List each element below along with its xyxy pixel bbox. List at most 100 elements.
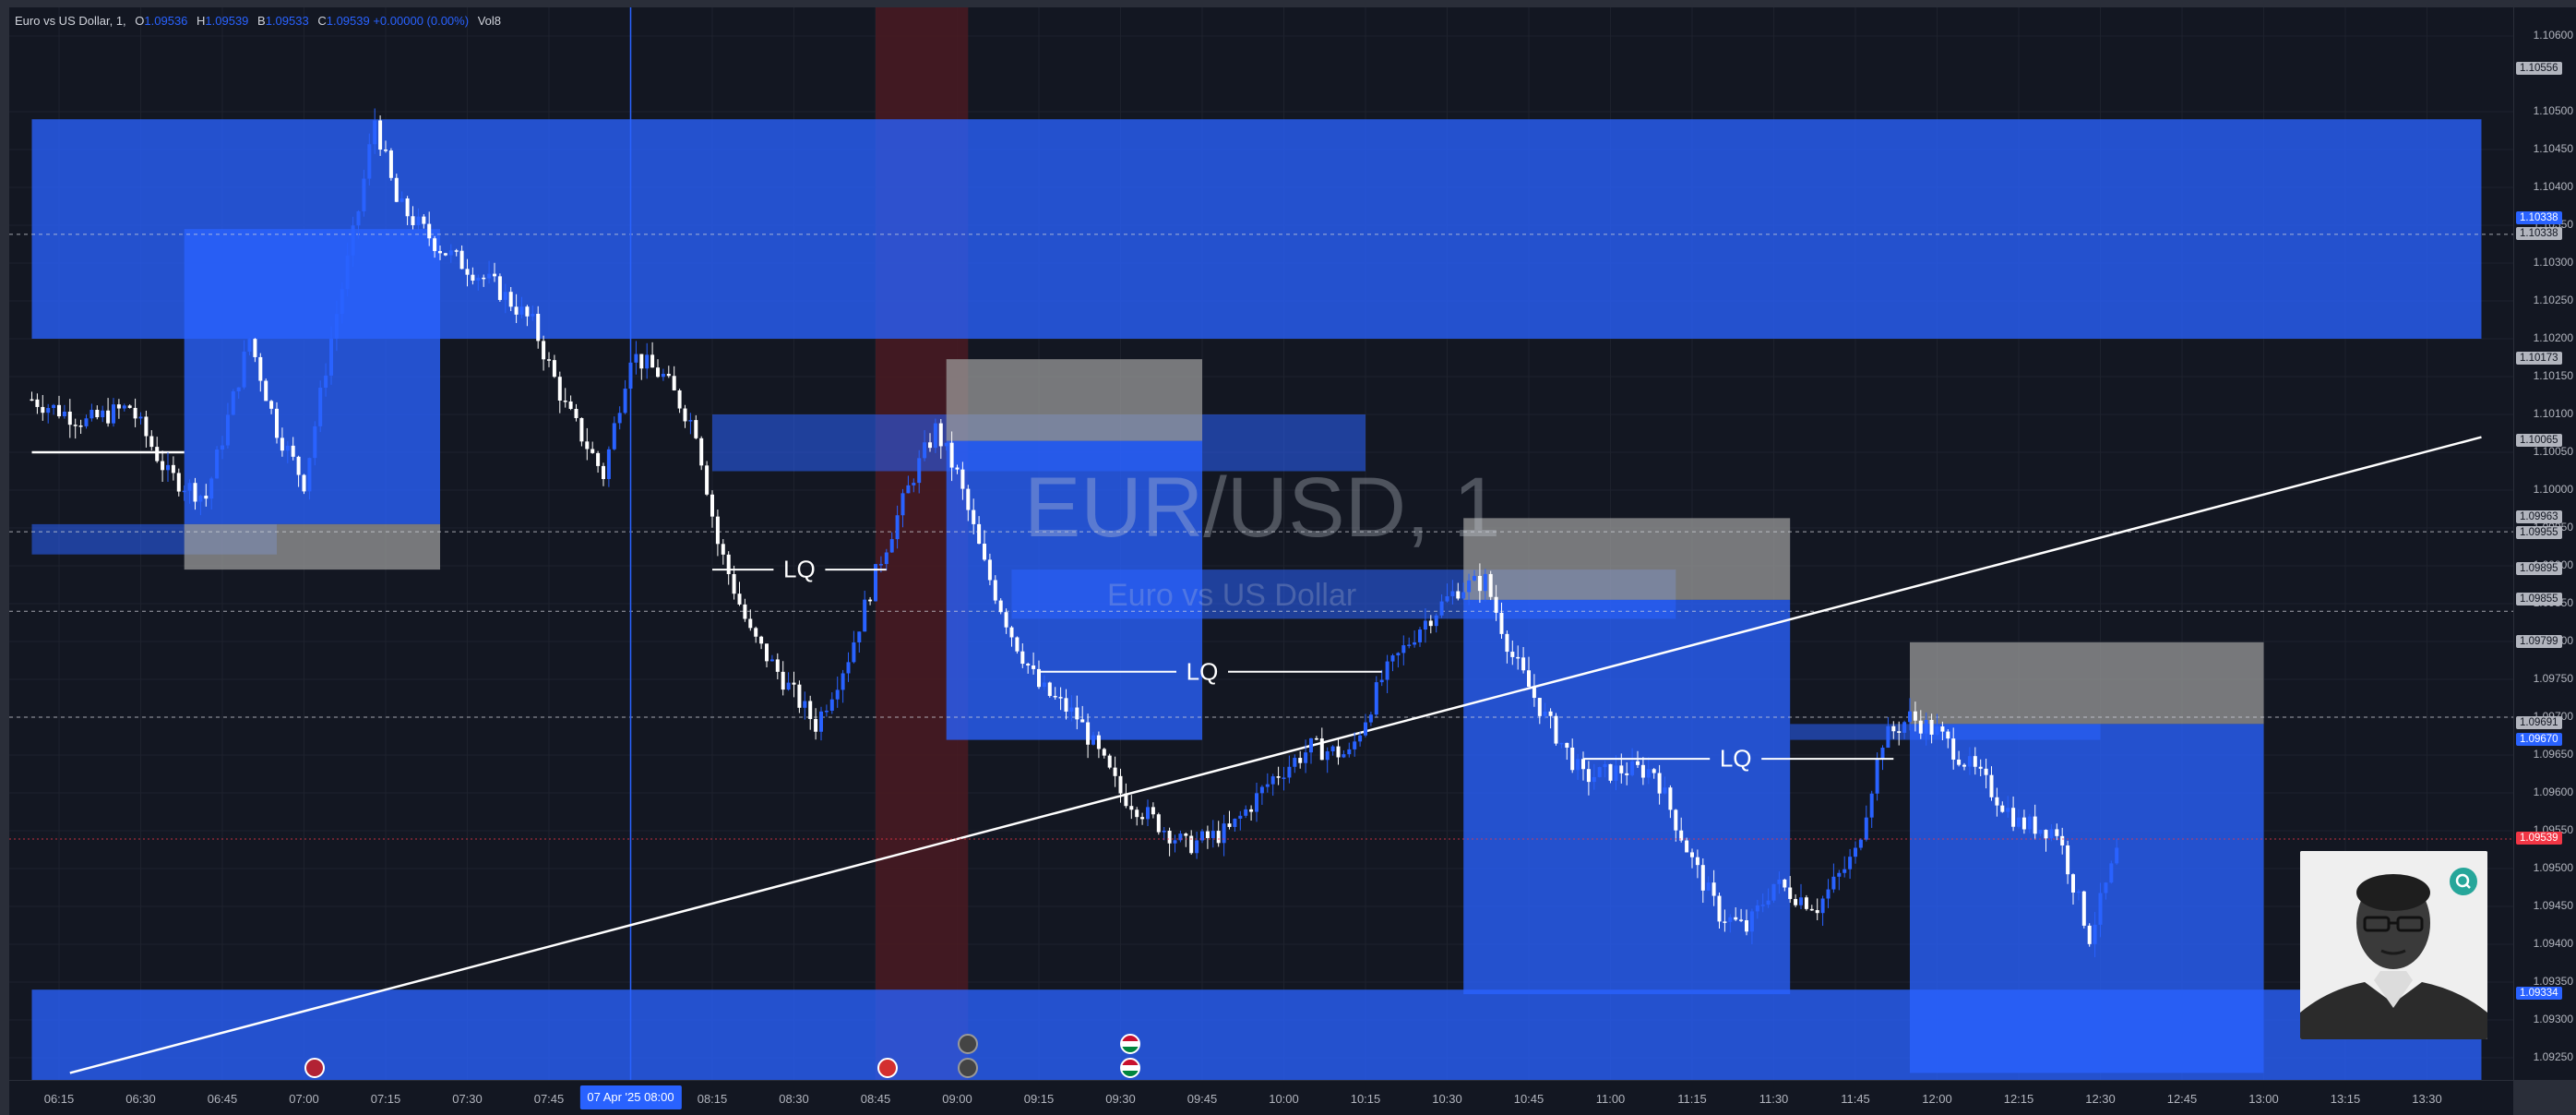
candle-body (852, 642, 856, 663)
time-tick-label: 07:30 (452, 1092, 483, 1106)
price-tick-label: 1.10250 (2533, 294, 2573, 306)
candle-body (1777, 879, 1782, 884)
candle-body (645, 354, 650, 369)
candle-body (1848, 857, 1853, 869)
candle-body (1342, 754, 1346, 758)
candle-body (1118, 775, 1123, 794)
price-tag: 1.09855 (2516, 592, 2562, 605)
candle-body (1096, 735, 1101, 749)
candle-body (1957, 759, 1962, 765)
time-tick-label: 13:15 (2330, 1092, 2361, 1106)
plot-area[interactable]: EUR/USD, 1 Euro vs US Dollar LQ LQ LQ (9, 7, 2513, 1080)
candle-body (1488, 573, 1493, 597)
event-flag-icon[interactable] (304, 1058, 325, 1078)
candle-body (1918, 720, 1923, 734)
candle-body (1091, 735, 1095, 745)
candle-body (1794, 898, 1798, 905)
candle-body (476, 277, 481, 282)
candle-body (628, 362, 633, 390)
candle-body (144, 416, 149, 437)
time-tick-label: 09:15 (1023, 1092, 1055, 1106)
price-tag: 1.09895 (2516, 562, 2562, 576)
candle-body (1146, 807, 1150, 820)
price-tag: 1.10338 (2516, 211, 2562, 225)
candle-body (1809, 908, 1814, 911)
event-flag-icon[interactable] (1120, 1058, 1140, 1078)
time-tick-label: 09:00 (942, 1092, 972, 1106)
candle-body (2115, 847, 2119, 864)
candle-body (318, 387, 323, 426)
candle-body (149, 436, 154, 448)
candle-body (1826, 889, 1831, 899)
candle-body (2060, 835, 2065, 845)
price-tag: 1.10065 (2516, 433, 2562, 447)
candle-body (715, 516, 720, 545)
candle-body (955, 467, 960, 470)
candle-body (835, 689, 840, 700)
candle-body (1428, 620, 1433, 627)
candle-body (373, 120, 377, 145)
candle-body (2033, 816, 2037, 834)
candle-body (808, 701, 813, 719)
candle-body (1293, 758, 1297, 767)
candle-body (155, 447, 160, 462)
price-axis[interactable]: 1.106001.105001.104501.104001.103501.103… (2513, 7, 2576, 1080)
candle-body (536, 314, 541, 342)
candle-body (1804, 897, 1808, 909)
candle-body (612, 423, 616, 450)
candle-body (1249, 809, 1254, 812)
time-tick-label: 10:30 (1432, 1092, 1462, 1106)
candle-body (1037, 668, 1041, 688)
price-tag: 1.09799 (2516, 634, 2562, 648)
candle-body (1636, 761, 1640, 765)
candle-body (977, 523, 982, 545)
legend-high-label: H (197, 14, 206, 28)
time-tick-label: 09:45 (1187, 1092, 1218, 1106)
candle-body (285, 445, 290, 451)
candle-body (966, 488, 971, 510)
candle-body (166, 464, 170, 471)
search-icon[interactable] (2450, 868, 2477, 895)
candle-body (1929, 719, 1934, 735)
candle-body (57, 404, 61, 416)
candle-body (563, 400, 567, 402)
event-flag-icon[interactable] (1120, 1034, 1140, 1054)
candle-body (508, 292, 513, 307)
candle-body (1854, 847, 1857, 857)
candle-body (938, 423, 943, 447)
candle-body (1657, 773, 1662, 794)
event-flag-icon[interactable] (958, 1058, 978, 1078)
chart-canvas[interactable] (9, 7, 2513, 1080)
candle-body (62, 411, 66, 416)
candle-body (2093, 924, 2097, 944)
event-flag-icon[interactable] (877, 1058, 898, 1078)
candle-body (482, 277, 486, 280)
candle-body (874, 564, 877, 602)
candle-body (1603, 763, 1607, 768)
candle-body (1640, 764, 1645, 778)
candle-body (497, 276, 502, 300)
candle-body (1314, 737, 1318, 740)
candle-body (1064, 698, 1068, 712)
candle-body (759, 636, 764, 644)
candle-body (1559, 742, 1564, 745)
candle-body (1711, 882, 1716, 896)
candle-body (1461, 592, 1466, 599)
zone-order_block-grey (184, 523, 440, 570)
candle-body (781, 671, 785, 690)
candle-body (127, 405, 132, 408)
candle-body (84, 418, 89, 426)
candle-body (112, 404, 115, 424)
legend-close-value: 1.09539 +0.00000 (0.00%) (326, 14, 470, 28)
candle-body (677, 390, 682, 409)
zone-order_block-blue (1910, 724, 2264, 1073)
candle-body (1608, 763, 1613, 781)
candle-body (1581, 759, 1585, 770)
candle-body (803, 701, 807, 708)
event-flag-icon[interactable] (958, 1034, 978, 1054)
candle-body (2081, 891, 2086, 926)
time-axis[interactable]: 06:15 06:30 06:45 07:00 07:15 07:30 07:45 08:15… (9, 1080, 2513, 1115)
candle-body (2055, 829, 2059, 836)
candle-body (1304, 752, 1308, 763)
candle-body (171, 464, 175, 474)
